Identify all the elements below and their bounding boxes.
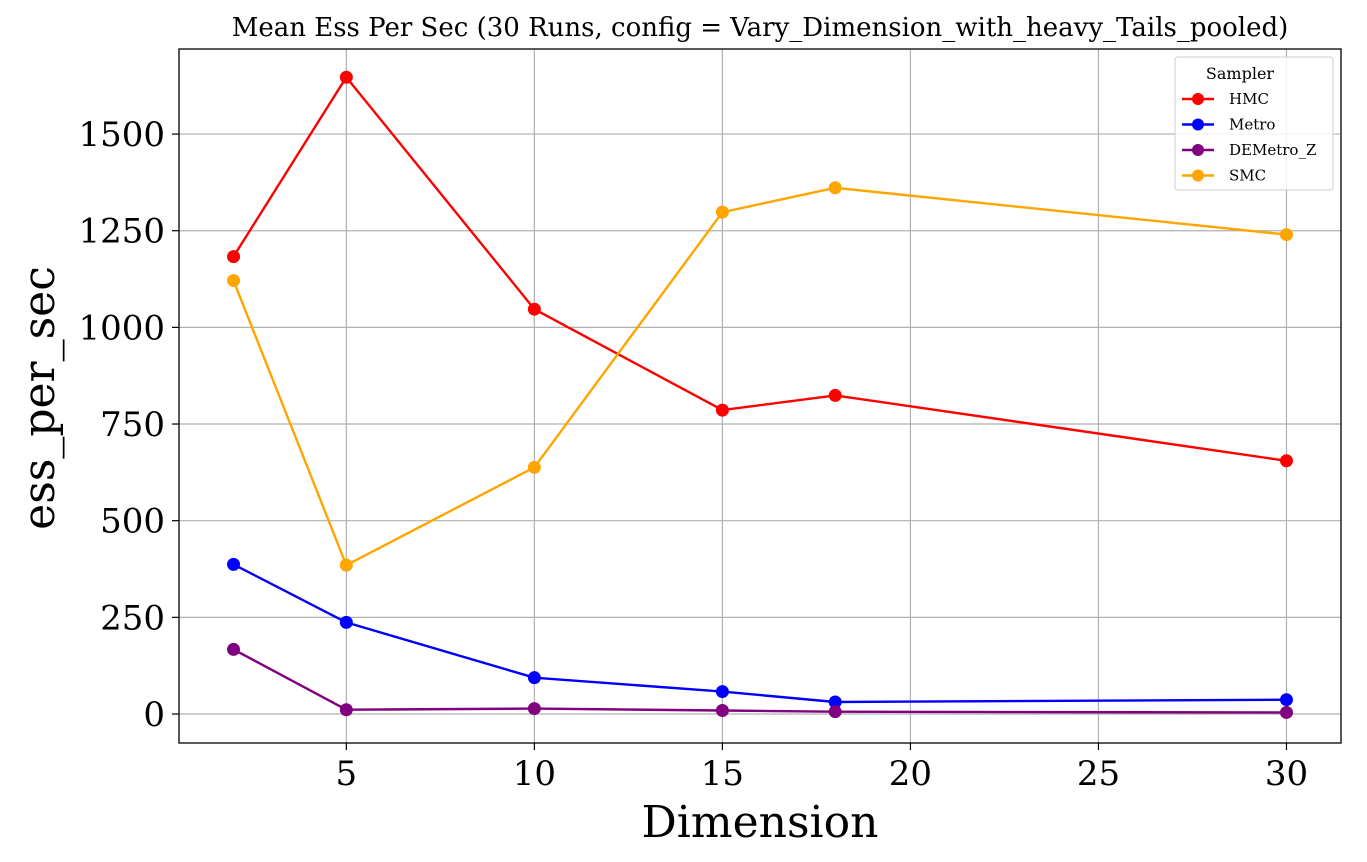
y-tick-label: 1500 [78, 115, 165, 155]
data-point-hmc [227, 250, 241, 264]
x-tick-label: 15 [701, 754, 744, 794]
legend-item-metro: Metro [1182, 116, 1275, 134]
legend-swatch-marker [1192, 169, 1204, 182]
plot-frame [178, 48, 1342, 744]
axis-ticks: 5 10 15 20 25 30 0 250 500 750 1000 1250 1500 [78, 115, 1308, 794]
y-tick-label: 1000 [78, 308, 165, 348]
legend: Sampler HMC Metro DEMetro_Z SMC [1174, 56, 1334, 191]
legend-entries: HMC Metro DEMetro_Z SMC [1182, 90, 1316, 185]
data-point-smc [715, 205, 729, 219]
legend-title: Sampler [1206, 64, 1275, 83]
y-tick-label: 750 [100, 405, 165, 445]
x-axis-label: Dimension [642, 797, 879, 848]
x-tick-label: 5 [336, 754, 358, 794]
x-tick-label: 20 [889, 754, 932, 794]
data-point-metro [527, 671, 541, 685]
legend-label: Metro [1229, 116, 1275, 134]
data-point-demetro-z [227, 642, 241, 656]
grid [179, 49, 1341, 743]
data-point-metro [227, 557, 241, 571]
series-demetro-z [227, 642, 1293, 719]
data-point-hmc [339, 70, 353, 84]
legend-item-hmc: HMC [1182, 90, 1269, 108]
x-tick-label: 10 [513, 754, 556, 794]
data-point-metro [1279, 693, 1293, 707]
legend-box [1174, 56, 1334, 191]
legend-label: SMC [1229, 167, 1266, 185]
data-point-demetro-z [715, 704, 729, 718]
data-point-demetro-z [1279, 705, 1293, 719]
x-tick-label: 30 [1265, 754, 1308, 794]
legend-swatch-marker [1192, 144, 1204, 156]
chart-title: Mean Ess Per Sec (30 Runs, config = Vary… [232, 13, 1289, 43]
data-point-smc [828, 181, 842, 195]
data-point-metro [715, 685, 729, 699]
data-point-hmc [828, 388, 842, 402]
data-point-smc [527, 460, 541, 474]
series-line-hmc [232, 75, 1287, 462]
data-point-smc [227, 274, 241, 288]
data-point-smc [339, 558, 353, 572]
legend-swatch-marker [1192, 93, 1204, 105]
data-point-hmc [527, 302, 541, 316]
data-point-metro [339, 615, 353, 629]
data-point-demetro-z [339, 703, 353, 717]
series-metro [227, 557, 1293, 709]
series-line-demetro-z [232, 648, 1287, 714]
legend-label: HMC [1229, 90, 1269, 108]
x-tick-label: 25 [1077, 754, 1120, 794]
data-point-hmc [715, 403, 729, 417]
legend-item-demetro-z: DEMetro_Z [1182, 141, 1316, 159]
data-point-hmc [1279, 454, 1293, 468]
data-point-smc [1279, 228, 1293, 242]
series-line-metro [232, 563, 1287, 704]
legend-swatch-marker [1192, 118, 1204, 131]
series-smc [227, 181, 1293, 572]
data-point-demetro-z [828, 705, 842, 719]
series-hmc [227, 70, 1293, 468]
y-tick-label: 0 [143, 695, 165, 735]
y-axis-label: ess_per_sec [14, 266, 65, 530]
y-tick-label: 250 [100, 598, 165, 638]
legend-item-smc: SMC [1182, 167, 1266, 185]
legend-label: DEMetro_Z [1229, 141, 1316, 159]
data-point-metro [828, 695, 842, 709]
y-tick-label: 500 [100, 502, 165, 542]
series-line-smc [232, 186, 1287, 567]
data-point-demetro-z [527, 702, 541, 716]
series-layer [227, 70, 1293, 719]
y-tick-label: 1250 [78, 212, 165, 252]
